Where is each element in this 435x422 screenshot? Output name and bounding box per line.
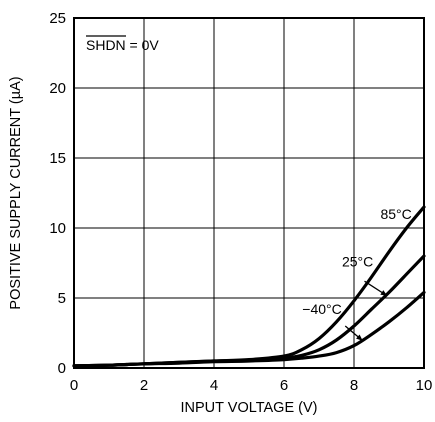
arrow-head-1 xyxy=(356,334,363,341)
x-tick-label: 10 xyxy=(416,377,433,394)
x-tick-label: 0 xyxy=(70,377,78,394)
x-tick-label: 6 xyxy=(280,377,288,394)
y-axis-title: POSITIVE SUPPLY CURRENT (µA) xyxy=(8,76,24,309)
y-tick-label: 25 xyxy=(49,10,66,27)
series-label-arrows xyxy=(344,280,388,342)
shdn-annotation: SHDN = 0V xyxy=(86,35,159,53)
y-tick-label: 0 xyxy=(58,360,66,377)
y-tick-label: 5 xyxy=(58,290,66,307)
y-tick-labels: 0 5 10 15 20 25 xyxy=(49,10,66,377)
x-tick-label: 4 xyxy=(210,377,218,394)
x-axis-title: INPUT VOLTAGE (V) xyxy=(181,400,318,416)
series-line-2 xyxy=(72,290,426,368)
x-tick-label: 2 xyxy=(140,377,148,394)
x-tick-label: 8 xyxy=(350,377,358,394)
x-tick-labels: 0 2 4 6 8 10 xyxy=(70,377,433,394)
series-lines xyxy=(72,205,426,368)
arrow-head-0 xyxy=(380,290,388,296)
y-tick-label: 20 xyxy=(49,80,66,97)
series-label-2: −40°C xyxy=(302,301,341,317)
plot-frame xyxy=(73,17,425,369)
series-line-1 xyxy=(72,254,426,368)
y-tick-label: 15 xyxy=(49,150,66,167)
grid-lines xyxy=(74,18,424,368)
series-label-1: 25°C xyxy=(342,254,373,270)
y-tick-label: 10 xyxy=(49,220,66,237)
series-labels: 85°C 25°C −40°C xyxy=(302,206,411,317)
series-label-0: 85°C xyxy=(380,206,411,222)
shdn-annotation-label: SHDN = 0V xyxy=(86,37,159,53)
